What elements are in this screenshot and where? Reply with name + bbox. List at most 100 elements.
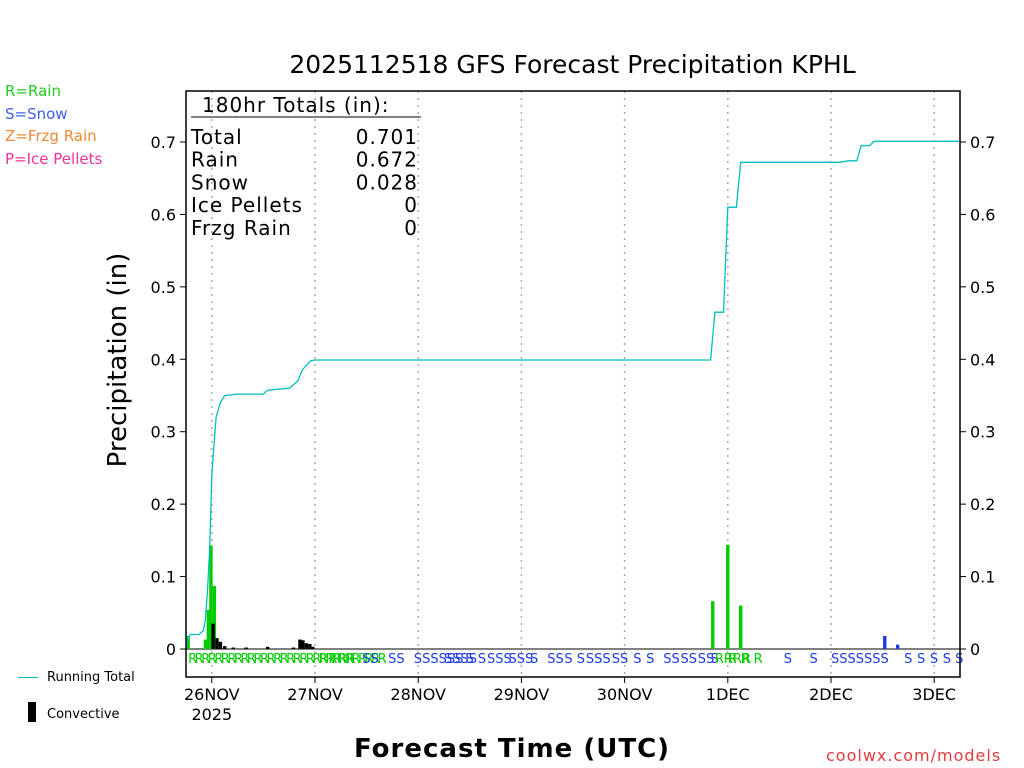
totals-value: 0.028 bbox=[356, 170, 418, 194]
ptype-marker: S S bbox=[466, 652, 487, 667]
convective-legend-swatch bbox=[28, 702, 36, 722]
x-tick-label: 28NOV bbox=[390, 685, 446, 704]
ptype-marker: RRRR bbox=[319, 652, 355, 667]
x-tick-label: 30NOV bbox=[597, 685, 653, 704]
credit-text: coolwx.com/models bbox=[826, 746, 1002, 765]
legend-rain: R=Rain bbox=[5, 82, 61, 100]
convective-bar bbox=[311, 646, 315, 649]
rain-bar bbox=[186, 635, 190, 649]
ptype-marker: S bbox=[633, 652, 641, 667]
ptype-marker: S bbox=[646, 652, 654, 667]
plot-frame bbox=[185, 90, 961, 678]
totals-value: 0.701 bbox=[356, 125, 418, 149]
ptype-marker: R bbox=[754, 652, 763, 667]
y-tick-label-left: 0 bbox=[166, 640, 176, 659]
y-tick-label-right: 0.2 bbox=[970, 495, 995, 514]
ptype-marker: SSSSSSS bbox=[831, 652, 889, 667]
totals-label: Total bbox=[190, 125, 243, 149]
legend-snow: S=Snow bbox=[5, 105, 68, 123]
x-tick-sublabel: 2025 bbox=[191, 705, 232, 724]
running-total-legend-line bbox=[18, 677, 38, 678]
ptype-marker: RRRR bbox=[715, 652, 751, 667]
ptype-marker: SSS bbox=[586, 652, 611, 667]
ptype-marker: RRRRRRRRRRRRRRRRRRRRRRRRRRRRRR bbox=[188, 652, 386, 667]
convective-legend-label: Convective bbox=[47, 707, 120, 722]
rain-bar bbox=[206, 609, 211, 649]
totals-value: 0 bbox=[404, 216, 418, 240]
ptype-marker: SS bbox=[547, 652, 564, 667]
convective-bar bbox=[218, 641, 223, 649]
ptype-marker: SS bbox=[663, 652, 680, 667]
ptype-marker: S bbox=[930, 652, 938, 667]
y-tick-label-right: 0.7 bbox=[970, 133, 995, 152]
rain-bar bbox=[739, 605, 743, 649]
y-tick-label-left: 0.6 bbox=[151, 205, 176, 224]
convective-bar bbox=[211, 623, 215, 649]
legend-freezing-rain: Z=Frzg Rain bbox=[5, 127, 97, 145]
ptype-marker: SSSSSS bbox=[414, 652, 464, 667]
rain-bar bbox=[203, 639, 208, 649]
rain-bar bbox=[209, 545, 213, 649]
ptype-marker: R bbox=[741, 652, 750, 667]
ptype-marker: SSS bbox=[509, 652, 534, 667]
totals-value: 0 bbox=[404, 193, 418, 217]
y-tick-label-left: 0.1 bbox=[151, 568, 176, 587]
ptype-marker: SS bbox=[681, 652, 698, 667]
y-tick-label-left: 0.4 bbox=[151, 350, 176, 369]
x-axis-label: Forecast Time (UTC) bbox=[353, 734, 671, 764]
convective-bar bbox=[231, 647, 235, 649]
y-tick-label-left: 0.2 bbox=[151, 495, 176, 514]
totals-label: Frzg Rain bbox=[191, 216, 292, 240]
totals-label: Rain bbox=[191, 148, 239, 172]
ptype-marker: S bbox=[711, 652, 719, 667]
convective-bar bbox=[301, 640, 305, 649]
rain-bar bbox=[711, 601, 715, 649]
x-tick-label: 29NOV bbox=[494, 685, 550, 704]
totals-label: Snow bbox=[191, 170, 249, 194]
totals-heading: 180hr Totals (in): bbox=[202, 93, 390, 117]
running-total-line bbox=[185, 140, 960, 650]
ptype-marker: SSSS bbox=[444, 652, 477, 667]
convective-bar bbox=[266, 646, 270, 649]
y-tick-label-right: 0 bbox=[970, 640, 980, 659]
ptype-marker: S bbox=[917, 652, 925, 667]
totals-label: Ice Pellets bbox=[191, 193, 303, 217]
convective-bar bbox=[244, 647, 248, 649]
y-tick-label-left: 0.5 bbox=[151, 278, 176, 297]
convective-bar bbox=[291, 647, 296, 649]
y-tick-label-left: 0.3 bbox=[151, 423, 176, 442]
ptype-marker: SS bbox=[388, 652, 405, 667]
ptype-marker: S bbox=[810, 652, 818, 667]
chart-title: 2025112518 GFS Forecast Precipitation KP… bbox=[289, 50, 856, 79]
convective-bar bbox=[223, 646, 227, 649]
ptype-marker: S bbox=[784, 652, 792, 667]
rain-bar bbox=[726, 544, 730, 649]
convective-bar bbox=[304, 643, 309, 649]
ptype-marker: R bbox=[728, 652, 737, 667]
x-tick-label: 3DEC bbox=[912, 685, 956, 704]
y-tick-label-right: 0.1 bbox=[970, 568, 995, 587]
ptype-marker: S bbox=[904, 652, 912, 667]
y-tick-label-right: 0.5 bbox=[970, 278, 995, 297]
snow-bar bbox=[883, 635, 887, 649]
convective-bar bbox=[298, 639, 302, 649]
x-tick-label: 27NOV bbox=[287, 685, 343, 704]
y-tick-label-right: 0.6 bbox=[970, 205, 995, 224]
x-tick-label: 26NOV bbox=[184, 685, 240, 704]
x-tick-label: 1DEC bbox=[706, 685, 750, 704]
ptype-marker: S S bbox=[943, 652, 964, 667]
snow-bar bbox=[895, 644, 900, 649]
ptype-marker: S bbox=[530, 652, 538, 667]
x-tick-label: 2DEC bbox=[809, 685, 853, 704]
y-tick-label-right: 0.3 bbox=[970, 423, 995, 442]
rain-bar bbox=[212, 585, 217, 649]
totals-value: 0.672 bbox=[356, 148, 418, 172]
convective-bar bbox=[215, 638, 219, 649]
ptype-marker: SS bbox=[698, 652, 715, 667]
y-tick-label-right: 0.4 bbox=[970, 350, 995, 369]
ptype-marker: SS bbox=[362, 652, 379, 667]
convective-bar bbox=[308, 643, 312, 649]
ptype-marker: SSS bbox=[487, 652, 512, 667]
ptype-marker: SS bbox=[612, 652, 629, 667]
